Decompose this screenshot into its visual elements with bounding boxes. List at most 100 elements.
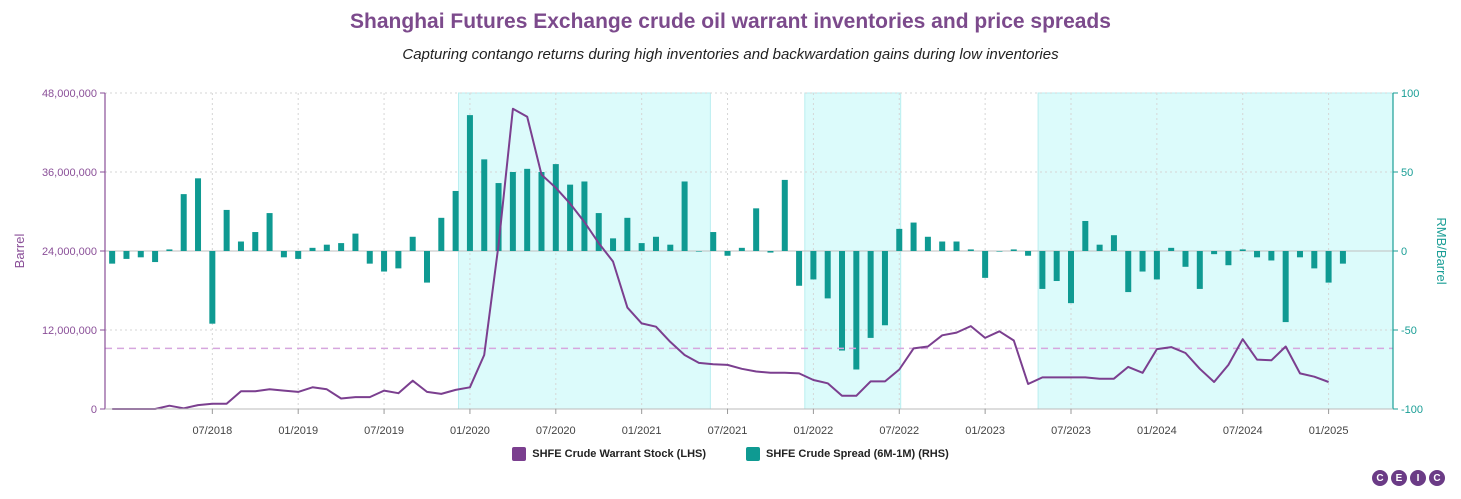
left-tick-label: 48,000,000 — [42, 88, 97, 100]
x-tick-label: 01/2019 — [278, 425, 318, 437]
spread-bar — [1311, 251, 1318, 269]
spread-bar — [1110, 235, 1117, 251]
spread-bar — [567, 184, 574, 251]
spread-bar — [810, 251, 817, 280]
spread-bar — [839, 251, 846, 351]
spread-bar — [509, 172, 516, 251]
logo-letter: C — [1372, 470, 1388, 486]
x-tick-label: 01/2025 — [1309, 425, 1349, 437]
spread-bar — [652, 236, 659, 251]
spread-bar — [667, 244, 674, 251]
legend: SHFE Crude Warrant Stock (LHS) SHFE Crud… — [0, 447, 1461, 461]
spread-bar — [1339, 251, 1346, 264]
spread-bar — [1153, 251, 1160, 280]
spread-bar — [896, 228, 903, 251]
spread-bar — [109, 251, 116, 264]
logo-letter: C — [1429, 470, 1445, 486]
spread-bar — [1225, 251, 1232, 266]
right-tick-label: 0 — [1401, 246, 1407, 258]
spread-bar — [166, 249, 173, 251]
left-tick-label: 36,000,000 — [42, 167, 97, 179]
legend-swatch-warrant-stock — [512, 447, 527, 461]
legend-item-crude-spread[interactable]: SHFE Crude Spread (6M-1M) (RHS) — [746, 447, 949, 461]
spread-bar — [1196, 251, 1203, 289]
spread-bar — [753, 208, 760, 251]
spread-bar — [1139, 251, 1146, 272]
spread-bar — [252, 232, 259, 251]
x-tick-label: 07/2019 — [364, 425, 404, 437]
x-tick-label: 07/2021 — [708, 425, 748, 437]
spread-bar — [953, 241, 960, 251]
spread-bar — [195, 178, 202, 251]
x-tick-label: 01/2022 — [794, 425, 834, 437]
logo-letter: I — [1410, 470, 1426, 486]
spread-bar — [1068, 251, 1074, 304]
spread-bar — [738, 247, 745, 251]
spread-bar — [552, 164, 559, 251]
spread-bar — [924, 236, 931, 251]
x-tick-label: 07/2022 — [879, 425, 919, 437]
spread-bar — [381, 251, 388, 272]
legend-swatch-crude-spread — [746, 447, 761, 461]
left-tick-label: 0 — [91, 404, 97, 416]
spread-bar — [137, 251, 144, 258]
spread-bar — [1010, 249, 1017, 251]
legend-label-crude-spread: SHFE Crude Spread (6M-1M) (RHS) — [766, 448, 949, 460]
x-tick-label: 01/2024 — [1137, 425, 1177, 437]
spread-bar — [1282, 251, 1289, 323]
spread-bar — [209, 251, 216, 324]
left-tick-label: 24,000,000 — [42, 246, 97, 258]
spread-bar — [409, 236, 416, 251]
spread-bar — [1082, 220, 1089, 251]
spread-bar — [1096, 244, 1103, 251]
x-tick-label: 07/2018 — [192, 425, 232, 437]
chart-subtitle: Capturing contango returns during high i… — [402, 46, 1059, 63]
spread-bar — [1254, 251, 1261, 258]
x-tick-label: 01/2021 — [622, 425, 662, 437]
spread-bar — [796, 251, 803, 286]
right-tick-label: -50 — [1401, 325, 1417, 337]
spread-bar — [438, 217, 445, 251]
spread-bar — [967, 249, 974, 251]
spread-bar — [710, 232, 717, 251]
spread-bar — [1211, 251, 1218, 255]
spread-bar — [309, 247, 316, 251]
x-tick-label: 01/2020 — [450, 425, 490, 437]
x-tick-label: 01/2023 — [965, 425, 1005, 437]
spread-bar — [1025, 251, 1032, 256]
spread-bar — [624, 217, 631, 251]
spread-bar — [1182, 251, 1189, 267]
spread-bar — [695, 251, 702, 252]
spread-bar — [996, 251, 1003, 252]
legend-label-warrant-stock: SHFE Crude Warrant Stock (LHS) — [532, 448, 707, 460]
spread-bar — [352, 233, 359, 251]
spread-bar — [1168, 247, 1175, 251]
spread-bar — [881, 251, 888, 326]
spread-bar — [867, 251, 874, 338]
spread-bar — [595, 213, 602, 251]
right-tick-label: -100 — [1401, 404, 1423, 416]
x-tick-label: 07/2023 — [1051, 425, 1091, 437]
legend-item-warrant-stock[interactable]: SHFE Crude Warrant Stock (LHS) — [512, 447, 706, 461]
spread-bar — [524, 168, 531, 251]
right-axis-title: RMB/Barrel — [1434, 217, 1449, 284]
spread-bar — [610, 238, 617, 251]
spread-bar — [767, 251, 774, 253]
spread-bar — [123, 251, 130, 259]
spread-bar — [295, 251, 302, 259]
right-tick-label: 50 — [1401, 167, 1413, 179]
ceic-logo: C E I C — [1372, 470, 1445, 486]
spread-bar — [280, 251, 287, 258]
spread-bar — [223, 209, 230, 251]
spread-bar — [1239, 249, 1246, 251]
spread-bar — [481, 159, 488, 251]
spread-bar — [1325, 251, 1332, 283]
spread-bar — [1125, 251, 1132, 293]
x-tick-label: 07/2024 — [1223, 425, 1263, 437]
spread-bar — [581, 181, 588, 251]
spread-bar — [1296, 251, 1303, 258]
spread-bar — [323, 244, 330, 251]
spread-bar — [180, 194, 187, 251]
left-tick-label: 12,000,000 — [42, 325, 97, 337]
spread-bar — [424, 251, 430, 283]
